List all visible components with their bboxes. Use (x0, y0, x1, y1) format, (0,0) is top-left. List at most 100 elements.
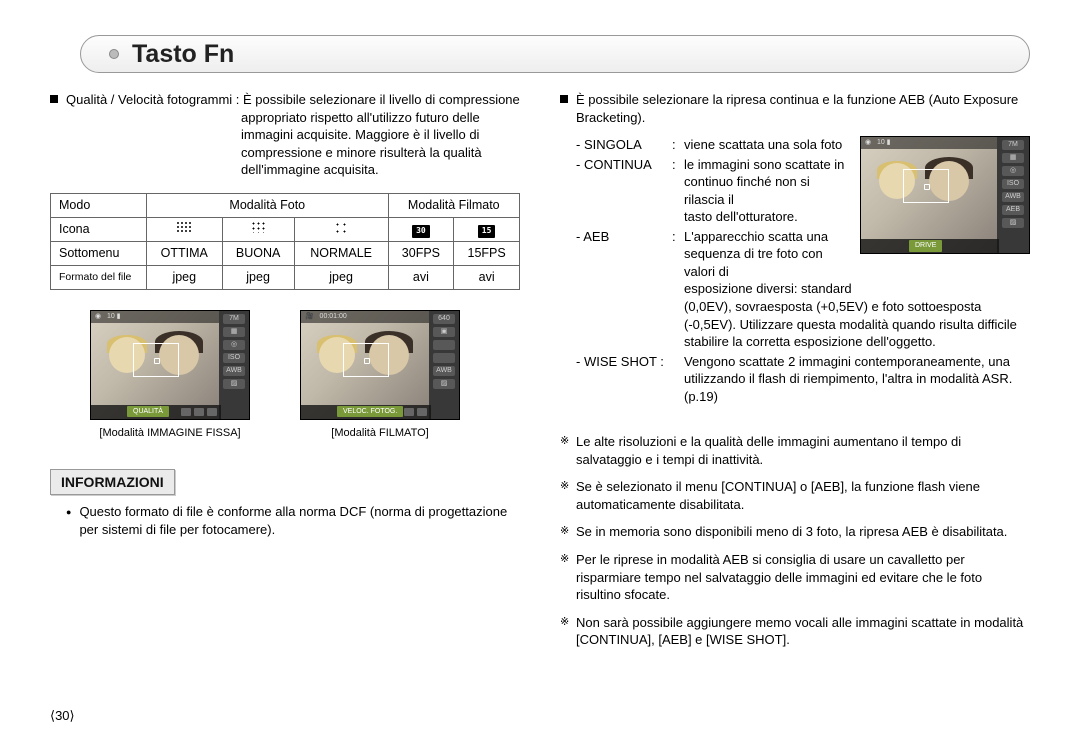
normal-icon (334, 221, 348, 233)
cell-jpeg1: jpeg (147, 265, 223, 289)
lcd-bottom-bar: QUALITÀ (91, 405, 221, 419)
quality-paragraph: Qualità / Velocità fotogrammi : È possib… (50, 91, 520, 179)
cell-ottima: OTTIMA (147, 241, 223, 265)
desc-aeb4: (0,0EV), sovraesposta (+0,5EV) e foto so… (684, 298, 1030, 351)
drive-paragraph: È possibile selezionare la ripresa conti… (560, 91, 1030, 405)
side-icon: ISO (1002, 179, 1024, 189)
quality-line5: dell'immagine acquisita. (241, 161, 520, 179)
lcd-photo-area (301, 311, 431, 420)
note-text: Non sarà possibile aggiungere memo vocal… (576, 614, 1030, 649)
side-icon: ◎ (1002, 166, 1024, 176)
lcd-badge: QUALITÀ (127, 406, 169, 417)
cell-sottomenu: Sottomenu (51, 241, 147, 265)
side-icon: ▨ (1002, 218, 1024, 228)
desc-aeb1: L'apparecchio scatta una (684, 228, 850, 246)
lcd-side-bar: 640 ▣ AWB ▨ (429, 311, 459, 420)
lcd-still-screen: ◉ 10 ▮ 7M ▦ ◎ ISO AWB ▨ QUALITÀ (90, 310, 250, 420)
cell-modo-video: Modalità Filmato (388, 193, 519, 217)
fps15-icon: 15 (478, 225, 496, 238)
cell-avi2: avi (454, 265, 520, 289)
lcd-top-bar: ◉ 10 ▮ (91, 311, 221, 323)
info-body: Questo formato di file è conforme alla n… (50, 503, 520, 538)
drive-heading: È possibile selezionare la ripresa conti… (576, 91, 1030, 126)
cell-15fps: 15FPS (454, 241, 520, 265)
desc-wiseshot: Vengono scattate 2 immagini contemporane… (684, 353, 1030, 406)
spec-table: Modo Modalità Foto Modalità Filmato Icon… (50, 193, 520, 290)
quality-line4: compressione e minore risulterà la quali… (241, 144, 520, 162)
quality-line2: appropriato rispetto all'utilizzo futuro… (241, 109, 520, 127)
cell-jpeg2: jpeg (222, 265, 294, 289)
lcd-thumbnails: ◉ 10 ▮ 7M ▦ ◎ ISO AWB ▨ QUALITÀ (50, 310, 520, 441)
thumb-caption: [Modalità IMMAGINE FISSA] (99, 426, 240, 441)
fps30-icon: 30 (412, 225, 430, 238)
notes-section: ※ Le alte risoluzioni e la qualità delle… (560, 433, 1030, 648)
square-bullet-icon (560, 95, 568, 103)
cell-icon-30fps: 30 (388, 217, 454, 241)
def-aeb: - AEB : L'apparecchio scatta una (576, 228, 850, 246)
table-row: Formato del file jpeg jpeg jpeg avi avi (51, 265, 520, 289)
asterisk-icon: ※ (560, 434, 576, 468)
cell-avi1: avi (388, 265, 454, 289)
table-row: Icona 30 15 (51, 217, 520, 241)
side-icon: ▦ (1002, 153, 1024, 163)
note-item: ※ Non sarà possibile aggiungere memo voc… (560, 614, 1030, 649)
cell-modo-photo: Modalità Foto (147, 193, 389, 217)
info-bullet: Questo formato di file è conforme alla n… (66, 503, 520, 538)
asterisk-icon: ※ (560, 615, 576, 649)
lcd-side-bar: 7M ▦ ◎ ISO AWB AEB ▨ (997, 137, 1029, 254)
colon: : (672, 228, 684, 246)
cell-formato: Formato del file (51, 265, 147, 289)
side-icon: 7M (223, 314, 245, 324)
side-icon: ◎ (223, 340, 245, 350)
desc-singola: viene scattata una sola foto (684, 136, 850, 154)
page-number: 30 (50, 708, 75, 724)
lcd-top-bar: ◉ 10 ▮ (861, 137, 999, 149)
thumb-caption: [Modalità FILMATO] (331, 426, 428, 441)
side-icon: ISO (223, 353, 245, 363)
side-icon (433, 353, 455, 363)
note-item: ※ Se in memoria sono disponibili meno di… (560, 523, 1030, 541)
thumb-video: 🎥 00:01:00 640 ▣ AWB ▨ VELOC. FOTOG. (300, 310, 460, 441)
def-singola: - SINGOLA : viene scattata una sola foto (576, 136, 850, 154)
lcd-drive-screen: ◉ 10 ▮ 7M ▦ ◎ ISO AWB AEB ▨ (860, 136, 1030, 254)
asterisk-icon: ※ (560, 524, 576, 541)
asterisk-icon: ※ (560, 552, 576, 604)
lcd-bottom-bar: DRIVE (861, 239, 999, 253)
asterisk-icon: ※ (560, 479, 576, 513)
term-aeb: - AEB (576, 228, 672, 246)
note-text: Per le riprese in modalità AEB si consig… (576, 551, 1030, 604)
lcd-video-screen: 🎥 00:01:00 640 ▣ AWB ▨ VELOC. FOTOG. (300, 310, 460, 420)
page-title-bar: Tasto Fn (50, 35, 1030, 73)
note-text: Le alte risoluzioni e la qualità delle i… (576, 433, 1030, 468)
cell-jpeg3: jpeg (294, 265, 388, 289)
lcd-badge: DRIVE (909, 240, 942, 251)
side-icon: AEB (1002, 205, 1024, 215)
cell-normale: NORMALE (294, 241, 388, 265)
colon: : (672, 136, 684, 154)
quality-line1: Qualità / Velocità fotogrammi : È possib… (66, 91, 520, 109)
af-frame-icon (343, 343, 389, 377)
lcd-drive-wrap: ◉ 10 ▮ 7M ▦ ◎ ISO AWB AEB ▨ (860, 136, 1030, 254)
lcd-badge: VELOC. FOTOG. (337, 406, 403, 417)
cell-icon-ottima (147, 217, 223, 241)
desc-continua1: le immagini sono scattate in (684, 156, 850, 174)
superfine-icon (176, 221, 192, 233)
side-icon: 640 (433, 314, 455, 324)
af-frame-icon (903, 169, 949, 203)
info-heading: INFORMAZIONI (50, 469, 175, 496)
note-item: ※ Le alte risoluzioni e la qualità delle… (560, 433, 1030, 468)
note-text: Se è selezionato il menu [CONTINUA] o [A… (576, 478, 1030, 513)
right-column: È possibile selezionare la ripresa conti… (560, 91, 1030, 726)
side-icon: 7M (1002, 140, 1024, 150)
side-icon: AWB (1002, 192, 1024, 202)
desc-aeb3: esposizione diversi: standard (684, 280, 1030, 298)
square-bullet-icon (50, 95, 58, 103)
page-title: Tasto Fn (132, 35, 234, 73)
lcd-bottom-bar: VELOC. FOTOG. (301, 405, 431, 419)
def-wiseshot: - WISE SHOT : Vengono scattate 2 immagin… (576, 353, 1030, 406)
lcd-top-bar: 🎥 00:01:00 (301, 311, 431, 323)
cell-buona: BUONA (222, 241, 294, 265)
note-item: ※ Se è selezionato il menu [CONTINUA] o … (560, 478, 1030, 513)
def-continua: - CONTINUA : le immagini sono scattate i… (576, 156, 850, 174)
side-icon: ▨ (433, 379, 455, 389)
